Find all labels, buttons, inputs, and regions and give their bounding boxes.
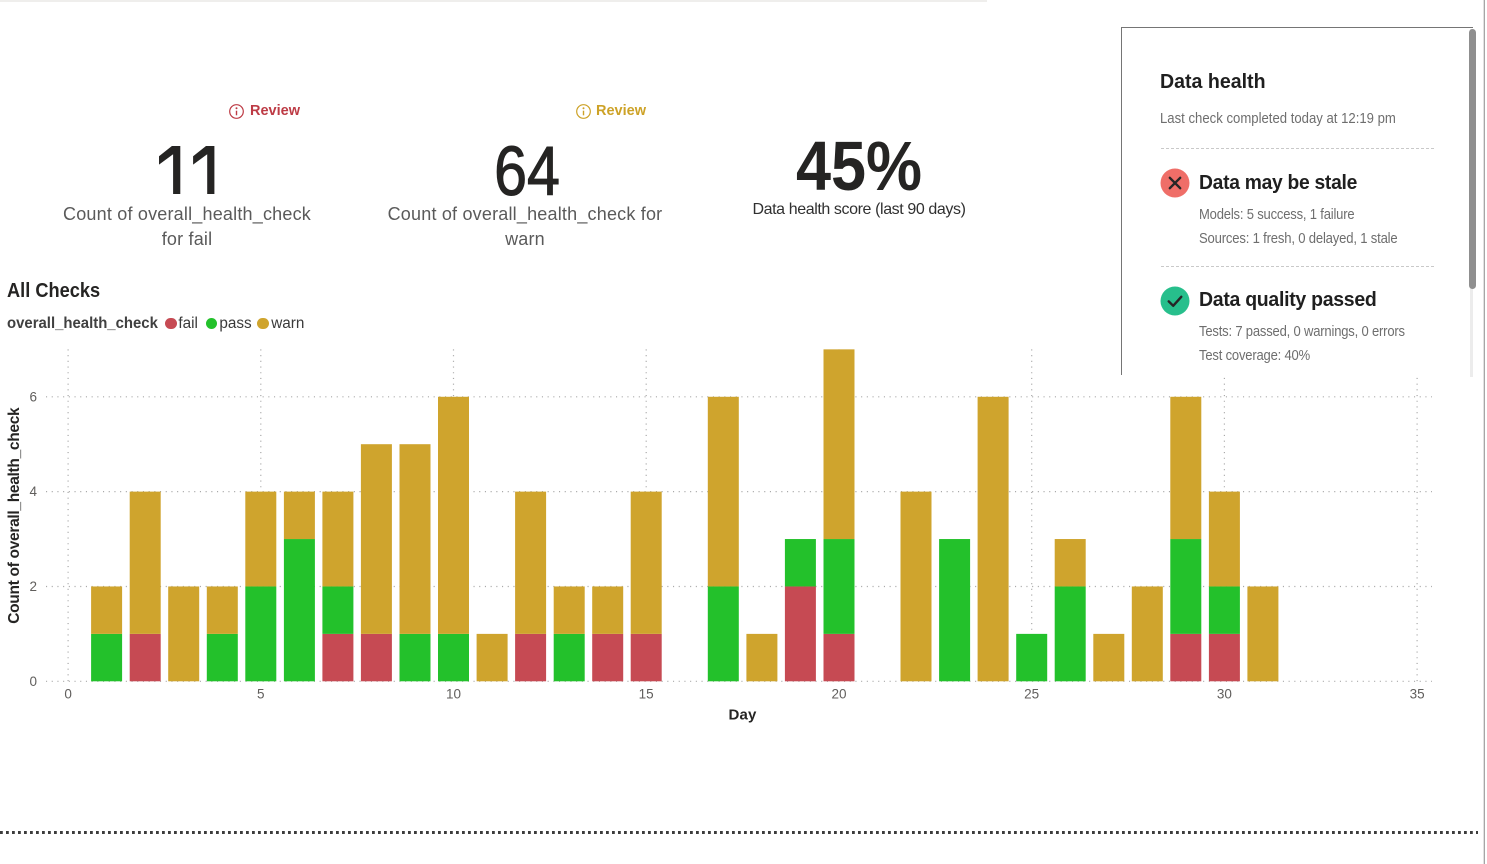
svg-text:Count of overall_health_check: Count of overall_health_check xyxy=(6,407,23,624)
svg-text:0: 0 xyxy=(64,687,72,702)
svg-text:25: 25 xyxy=(1024,687,1039,702)
svg-text:5: 5 xyxy=(257,687,265,702)
svg-text:15: 15 xyxy=(639,687,654,702)
svg-text:Day: Day xyxy=(728,707,757,724)
svg-text:35: 35 xyxy=(1410,687,1425,702)
svg-text:30: 30 xyxy=(1217,687,1232,702)
svg-text:20: 20 xyxy=(831,687,846,702)
svg-text:2: 2 xyxy=(29,579,37,594)
svg-text:6: 6 xyxy=(29,389,37,404)
svg-text:0: 0 xyxy=(29,674,37,689)
svg-text:10: 10 xyxy=(446,687,461,702)
svg-text:4: 4 xyxy=(29,484,37,499)
